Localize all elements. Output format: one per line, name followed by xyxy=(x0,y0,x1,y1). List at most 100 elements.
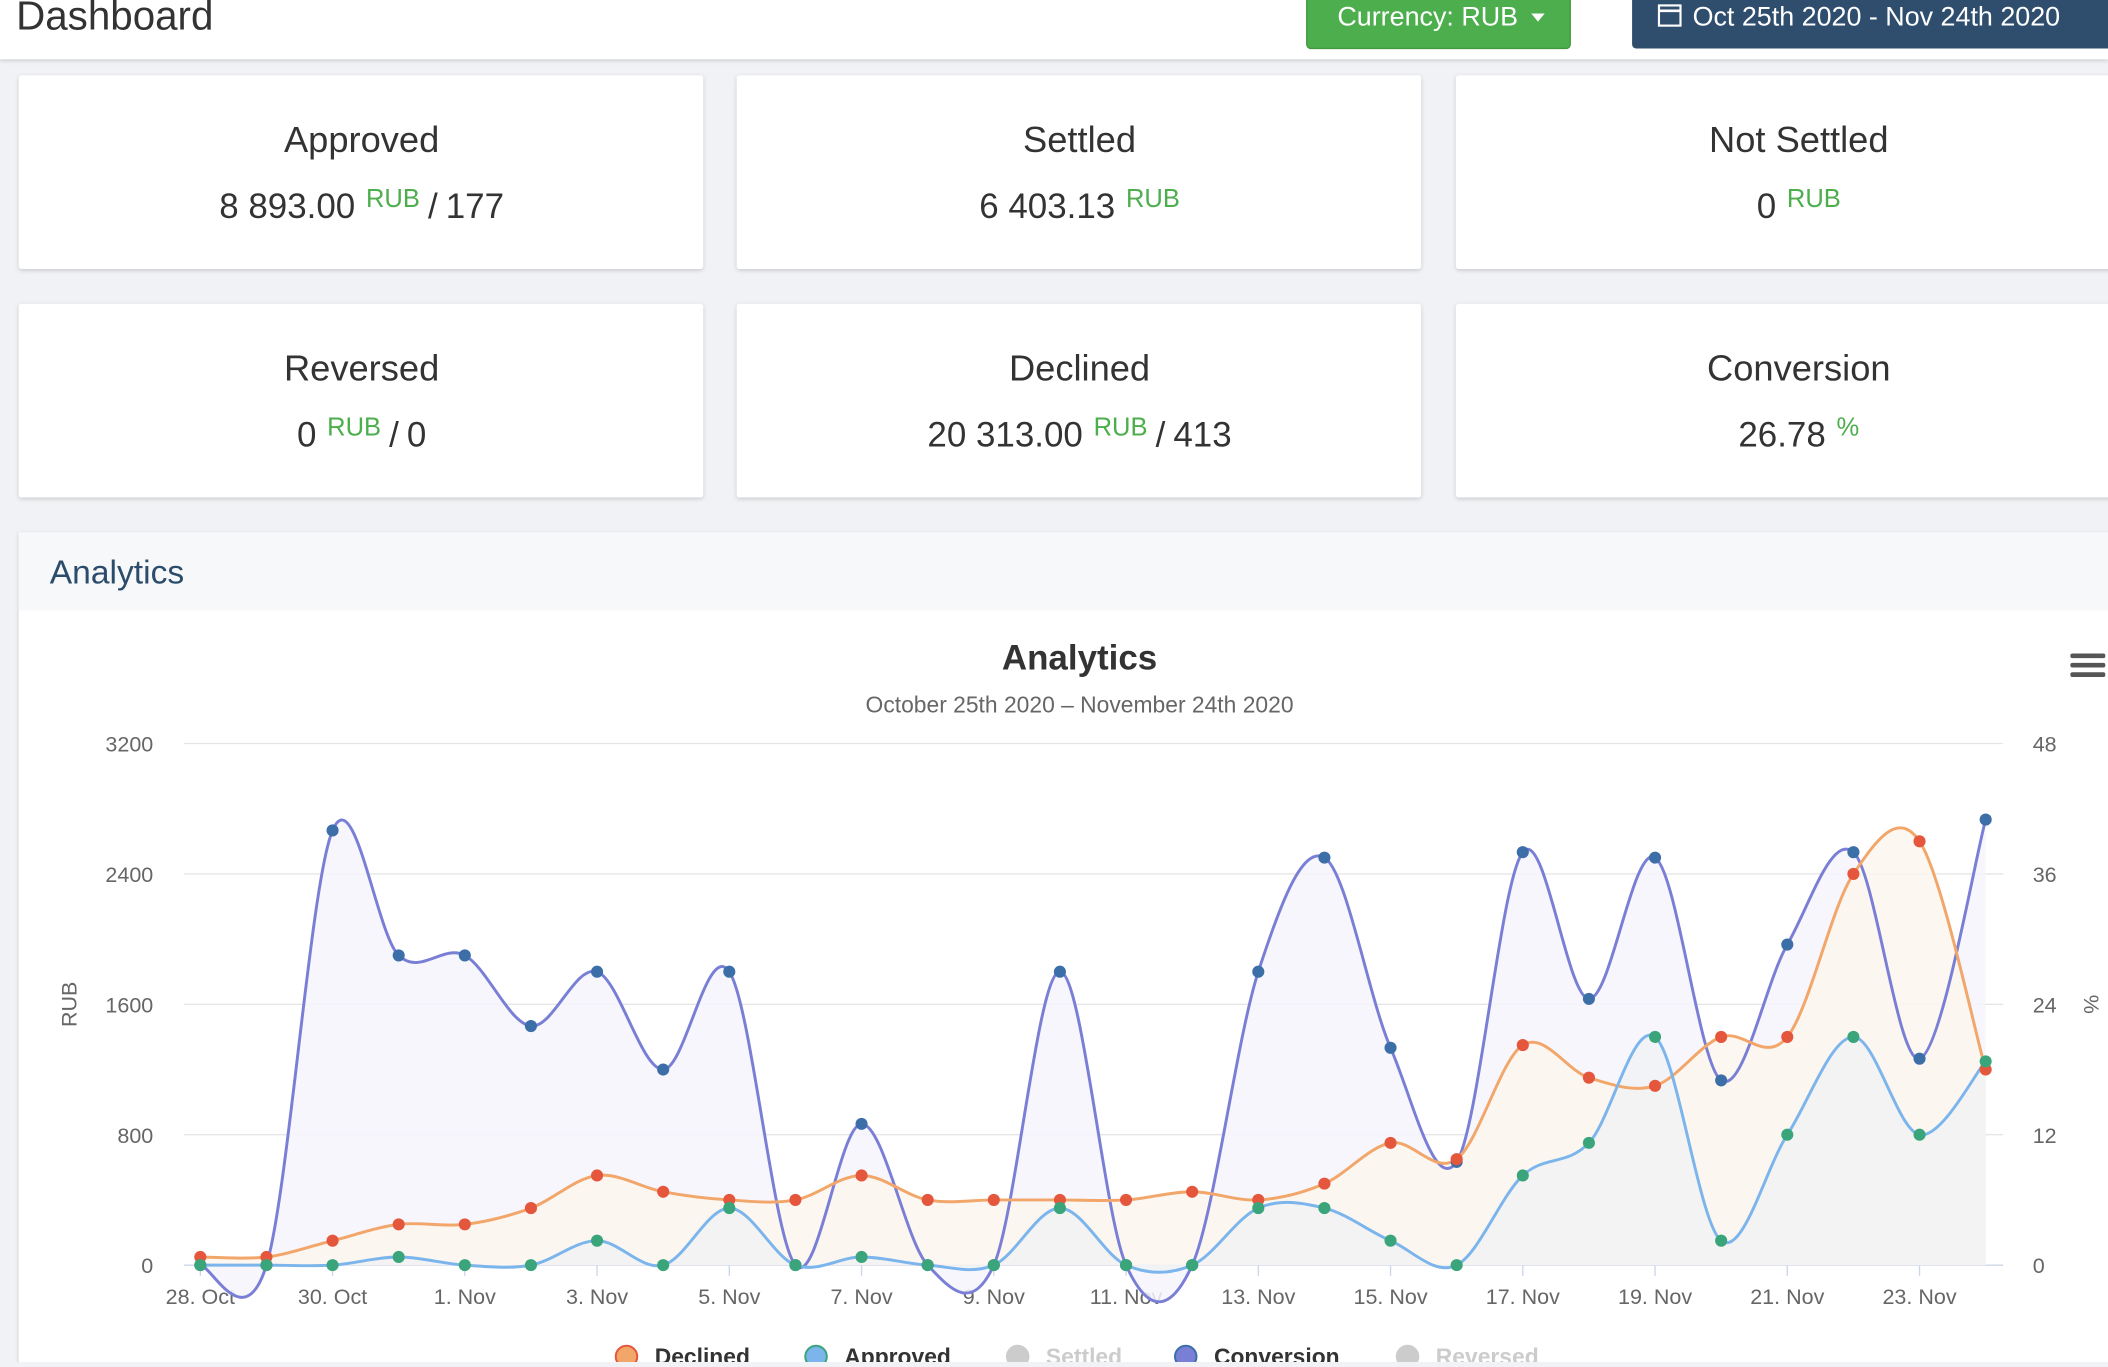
y-tick-label: 800 xyxy=(117,1124,153,1148)
marker xyxy=(1847,867,1860,880)
marker xyxy=(1979,1055,1992,1068)
calendar-icon xyxy=(1657,4,1682,27)
x-tick-label: 13. Nov xyxy=(1221,1285,1295,1309)
y2-tick-label: 12 xyxy=(2033,1124,2057,1148)
line xyxy=(199,818,1988,1304)
x-tick-label: 23. Nov xyxy=(1882,1285,1956,1309)
marker xyxy=(855,1117,868,1130)
value: 0 xyxy=(297,415,316,454)
separator: / xyxy=(428,187,438,226)
marker xyxy=(1582,1136,1595,1149)
marker xyxy=(458,1218,471,1231)
x-tick-label: 5. Nov xyxy=(698,1285,760,1309)
legend-label[interactable]: Declined xyxy=(655,1344,750,1367)
card xyxy=(736,303,1422,498)
x-tick-label: 3. Nov xyxy=(566,1285,628,1309)
marker xyxy=(1053,965,1066,978)
x-tick-label: 7. Nov xyxy=(830,1285,892,1309)
marker xyxy=(524,1202,537,1215)
y2-tick-label: 24 xyxy=(2033,993,2057,1017)
marker xyxy=(1648,1079,1662,1092)
marker xyxy=(921,1259,934,1272)
value: 8 893.00 xyxy=(219,187,355,226)
value: 0 xyxy=(1757,187,1776,226)
x-tick-label: 15. Nov xyxy=(1353,1285,1427,1309)
marker xyxy=(1053,1202,1066,1215)
marker xyxy=(1715,1030,1728,1043)
marker xyxy=(723,965,736,978)
marker xyxy=(1913,1052,1926,1065)
currency-button[interactable] xyxy=(1306,0,1571,50)
marker xyxy=(1913,1128,1926,1141)
marker xyxy=(723,1202,736,1215)
chart-title: Analytics xyxy=(1002,639,1157,678)
marker xyxy=(1186,1259,1199,1272)
separator: / xyxy=(389,415,399,454)
y2-tick-label: 0 xyxy=(2033,1254,2045,1278)
marker xyxy=(1119,1193,1133,1206)
marker xyxy=(1847,846,1860,859)
legend-label[interactable]: Conversion xyxy=(1214,1344,1340,1367)
marker xyxy=(458,1259,471,1272)
marker xyxy=(1516,846,1529,859)
marker xyxy=(1119,1259,1133,1272)
menu-icon[interactable] xyxy=(2070,653,2106,677)
y-tick-label: 2400 xyxy=(105,863,153,887)
value: 6 403.13 xyxy=(979,187,1115,226)
chart-subtitle: October 25th 2020 – November 24th 2020 xyxy=(866,692,1294,718)
date-button[interactable] xyxy=(1632,0,2108,49)
legend-label[interactable]: Reversed xyxy=(1436,1344,1539,1367)
legend-label[interactable]: Settled xyxy=(1046,1344,1122,1367)
unit: RUB xyxy=(1126,185,1180,213)
marker xyxy=(591,1169,604,1182)
marker xyxy=(392,1250,405,1264)
panel-title: Analytics xyxy=(50,555,184,592)
unit: RUB xyxy=(366,185,420,213)
marker xyxy=(392,1218,405,1231)
marker xyxy=(855,1250,868,1264)
legend-symbol xyxy=(614,1344,639,1367)
card-value: 8 893.00 RUB /177 xyxy=(219,185,504,226)
card-value: 6 403.13 RUB xyxy=(979,185,1180,226)
panel-header xyxy=(18,532,2108,611)
marker xyxy=(1648,1030,1662,1043)
marker xyxy=(326,1259,339,1272)
unit: RUB xyxy=(1787,185,1841,213)
marker xyxy=(1384,1136,1397,1149)
legend-label[interactable]: Approved xyxy=(844,1344,951,1367)
card xyxy=(1455,303,2108,498)
marker xyxy=(1781,1030,1794,1043)
marker xyxy=(1582,1071,1595,1084)
card xyxy=(18,75,704,269)
marker xyxy=(591,965,604,978)
marker xyxy=(326,1234,339,1247)
marker xyxy=(1781,1128,1794,1141)
marker xyxy=(1781,938,1794,951)
marker xyxy=(657,1185,670,1198)
marker xyxy=(591,1234,604,1247)
value: 20 313.00 xyxy=(927,415,1082,454)
marker xyxy=(1450,1153,1463,1166)
y-tick-label: 1600 xyxy=(105,993,153,1017)
y-tick-label: 3200 xyxy=(105,733,153,757)
card-value: 20 313.00 RUB /413 xyxy=(927,414,1231,455)
marker xyxy=(524,1020,537,1033)
marker xyxy=(1186,1185,1199,1198)
marker xyxy=(1318,1177,1331,1190)
card-value: 0 RUB xyxy=(1757,185,1841,226)
x-tick-label: 1. Nov xyxy=(434,1285,496,1309)
count: 177 xyxy=(446,187,504,226)
count: 413 xyxy=(1173,415,1231,454)
marker xyxy=(1715,1234,1728,1247)
marker xyxy=(987,1193,1000,1206)
marker xyxy=(1979,813,1992,826)
card-title: Settled xyxy=(1023,119,1136,160)
card-value: 0 RUB/0 xyxy=(297,414,426,455)
card-title: Approved xyxy=(284,119,439,160)
card-title: Conversion xyxy=(1707,348,1891,389)
marker xyxy=(1318,851,1331,864)
card-value: 26.78% xyxy=(1738,414,1859,455)
card xyxy=(18,303,704,498)
marker xyxy=(260,1259,273,1272)
